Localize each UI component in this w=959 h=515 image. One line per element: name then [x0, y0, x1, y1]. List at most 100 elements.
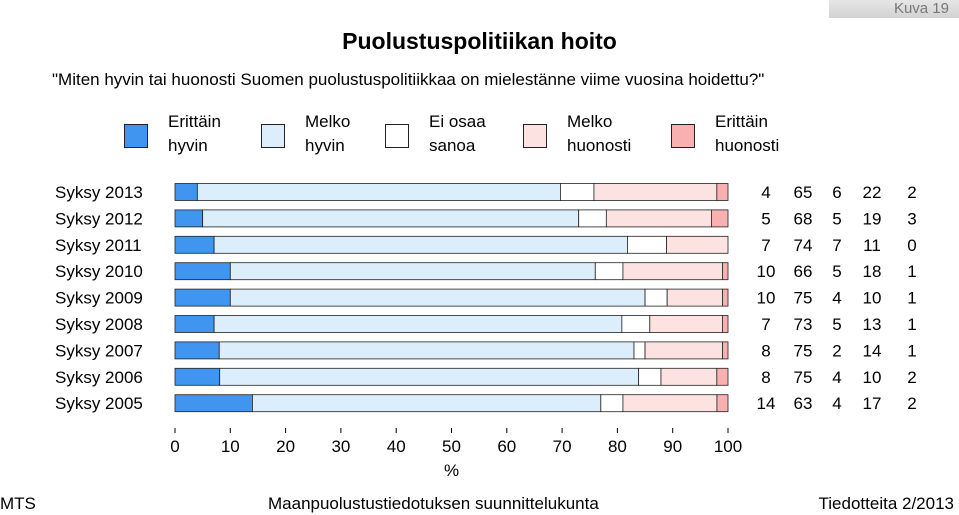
- x-tick-label: 80: [608, 437, 627, 456]
- value-label: 74: [794, 236, 813, 255]
- bar-segment: [649, 315, 723, 333]
- category-label: Syksy 2009: [55, 289, 143, 308]
- bar-segment: [174, 341, 220, 360]
- x-tick-label: 0: [170, 437, 179, 456]
- value-label: 75: [794, 289, 813, 308]
- x-tick-label: 40: [387, 437, 406, 456]
- legend-swatch: [124, 124, 148, 148]
- bar-segment: [644, 341, 723, 360]
- value-label: 1: [907, 315, 916, 334]
- bar-segment: [560, 183, 595, 201]
- bar-segment: [716, 367, 729, 386]
- chart-title: Puolustuspolitiikan hoito: [342, 28, 617, 54]
- value-label: 14: [863, 341, 882, 360]
- value-label: 1: [907, 341, 916, 360]
- value-label: 4: [761, 183, 770, 202]
- x-tick-label: 30: [331, 437, 350, 456]
- value-label: 11: [863, 236, 881, 255]
- value-label: 19: [863, 209, 882, 228]
- bar-segment: [622, 394, 718, 413]
- bar-segment: [229, 288, 646, 307]
- bar-segment: [213, 315, 623, 333]
- value-label: 8: [761, 341, 770, 360]
- value-label: 4: [832, 289, 841, 308]
- bar-segment: [174, 235, 215, 254]
- bar-segment: [621, 315, 651, 333]
- bar-segment: [174, 367, 221, 386]
- bar-segment: [600, 394, 624, 413]
- bar-segment: [219, 367, 640, 386]
- value-label: 5: [761, 209, 770, 228]
- bar-segment: [593, 183, 718, 201]
- x-tick-label: 100: [714, 437, 742, 456]
- value-label: 1: [907, 262, 916, 281]
- figure-label: Kuva 19: [829, 0, 959, 18]
- value-label: 75: [794, 368, 813, 387]
- legend-label: Erittäin hyvin: [168, 112, 221, 155]
- bar-segment: [660, 367, 718, 386]
- value-label: 73: [794, 315, 813, 334]
- footer-center: Maanpuolustustiedotuksen suunnittelukunt…: [268, 494, 599, 513]
- value-label: 10: [863, 289, 882, 308]
- category-label: Syksy 2010: [55, 262, 143, 281]
- category-label: Syksy 2013: [55, 183, 143, 202]
- value-label: 22: [863, 183, 882, 202]
- bar-segment: [627, 235, 667, 254]
- value-label: 8: [761, 368, 770, 387]
- value-label: 7: [761, 315, 770, 334]
- value-label: 14: [757, 394, 776, 413]
- bar-segment: [716, 183, 729, 201]
- legend-label: Melko hyvin: [305, 112, 351, 155]
- bar-segment: [622, 262, 723, 281]
- value-label: 2: [832, 341, 841, 360]
- legend-swatch: [261, 124, 285, 148]
- category-label: Syksy 2007: [55, 341, 143, 360]
- bar-segment: [666, 235, 729, 254]
- value-label: 18: [863, 262, 882, 281]
- value-label: 75: [794, 341, 813, 360]
- category-label: Syksy 2011: [55, 236, 142, 255]
- value-label: 7: [761, 236, 770, 255]
- category-label: Syksy 2005: [55, 394, 143, 413]
- value-label: 2: [907, 394, 916, 413]
- value-label: 6: [832, 183, 841, 202]
- value-label: 5: [832, 262, 841, 281]
- value-label: 3: [907, 209, 916, 228]
- bar-segment: [722, 262, 729, 281]
- footer-right: Tiedotteita 2/2013: [818, 494, 954, 513]
- x-tick-label: 60: [497, 437, 516, 456]
- legend-swatch: [523, 124, 547, 148]
- value-label: 10: [757, 289, 776, 308]
- legend-label: Melko huonosti: [567, 112, 632, 155]
- bar-segment: [174, 262, 231, 281]
- value-label: 4: [832, 394, 841, 413]
- bar-segment: [638, 367, 662, 386]
- value-label: 68: [794, 209, 813, 228]
- bar-segment: [229, 262, 596, 281]
- bar-segment: [202, 209, 580, 228]
- bar-segment: [644, 288, 668, 307]
- value-label: 65: [794, 183, 813, 202]
- value-label: 17: [863, 394, 882, 413]
- bar-segment: [174, 209, 204, 228]
- bar-segment: [716, 394, 729, 413]
- value-label: 10: [757, 262, 776, 281]
- footer-left: MTS: [0, 494, 36, 513]
- x-axis-label: %: [444, 461, 459, 480]
- value-label: 13: [863, 315, 882, 334]
- x-tick-label: 90: [663, 437, 682, 456]
- value-label: 4: [832, 368, 841, 387]
- bar-segment: [252, 394, 602, 413]
- legend-label: Erittäin huonosti: [715, 112, 780, 155]
- bar-segment: [633, 341, 646, 360]
- x-tick-label: 50: [442, 437, 461, 456]
- value-label: 2: [907, 368, 916, 387]
- legend-label: Ei osaa sanoa: [429, 112, 486, 155]
- bar-segment: [666, 288, 723, 307]
- bar-segment: [174, 288, 231, 307]
- value-label: 2: [907, 183, 916, 202]
- value-label: 0: [907, 236, 916, 255]
- bar-segment: [174, 183, 198, 201]
- category-label: Syksy 2012: [55, 209, 143, 228]
